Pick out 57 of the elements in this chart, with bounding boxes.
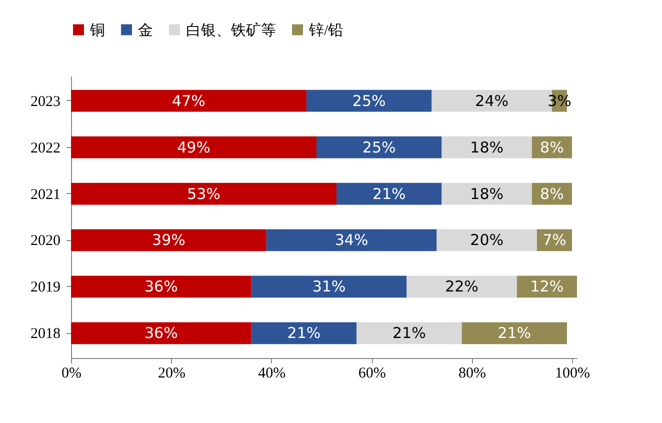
bar (71, 322, 252, 344)
bar (336, 182, 442, 205)
data-label: 34% (334, 231, 368, 250)
data-label: 21% (498, 324, 532, 342)
data-label: 49% (177, 138, 210, 156)
bar (71, 182, 337, 205)
bar (71, 276, 252, 298)
data-label: 25% (362, 138, 396, 156)
bar (266, 229, 437, 252)
bar (71, 90, 306, 112)
data-label: 7% (542, 231, 566, 250)
data-label: 20% (470, 231, 504, 250)
bar (442, 136, 532, 158)
data-label: 12% (530, 278, 564, 296)
legend-label: 白银、铁矿等 (186, 22, 276, 39)
x-tick-label: 100% (554, 366, 590, 382)
bar (356, 322, 462, 344)
data-label: 21% (392, 324, 426, 342)
x-tick-label: 0% (62, 366, 82, 382)
data-label: 47% (172, 92, 206, 110)
x-tick-label: 60% (358, 366, 386, 382)
y-tick-label: 2018 (30, 326, 60, 342)
bar (251, 276, 407, 298)
x-tick-label: 20% (158, 366, 186, 382)
data-label: 18% (470, 184, 504, 203)
data-label: 8% (540, 138, 564, 156)
y-tick-label: 2020 (30, 233, 60, 250)
y-tick-label: 2023 (30, 94, 60, 110)
data-label: 22% (445, 278, 478, 296)
data-label: 31% (312, 278, 346, 296)
x-tick-label: 40% (258, 366, 286, 382)
data-label: 8% (540, 184, 564, 203)
bar (316, 136, 442, 158)
data-label: 39% (152, 231, 186, 250)
data-label: 21% (287, 324, 321, 342)
data-label: 21% (372, 184, 406, 203)
data-label: 53% (187, 184, 220, 203)
data-label: 25% (352, 92, 386, 110)
legend-label: 金 (138, 22, 153, 39)
x-tick-label: 80% (458, 366, 486, 382)
data-label: 24% (475, 92, 509, 110)
bar (71, 229, 266, 252)
legend-label: 铜 (89, 22, 105, 39)
y-tick-label: 2021 (30, 186, 60, 203)
bar (436, 229, 537, 252)
bar (462, 322, 567, 344)
bar (71, 136, 316, 158)
data-label: 36% (144, 278, 178, 296)
bar (306, 90, 432, 112)
legend-label: 锌/铅 (308, 22, 344, 39)
y-tick-label: 2019 (30, 280, 60, 296)
bar (406, 276, 517, 298)
y-tick-label: 2022 (30, 140, 60, 156)
bar (442, 182, 532, 205)
bar (251, 322, 357, 344)
data-label: 18% (470, 138, 504, 156)
data-label: 36% (144, 324, 178, 342)
